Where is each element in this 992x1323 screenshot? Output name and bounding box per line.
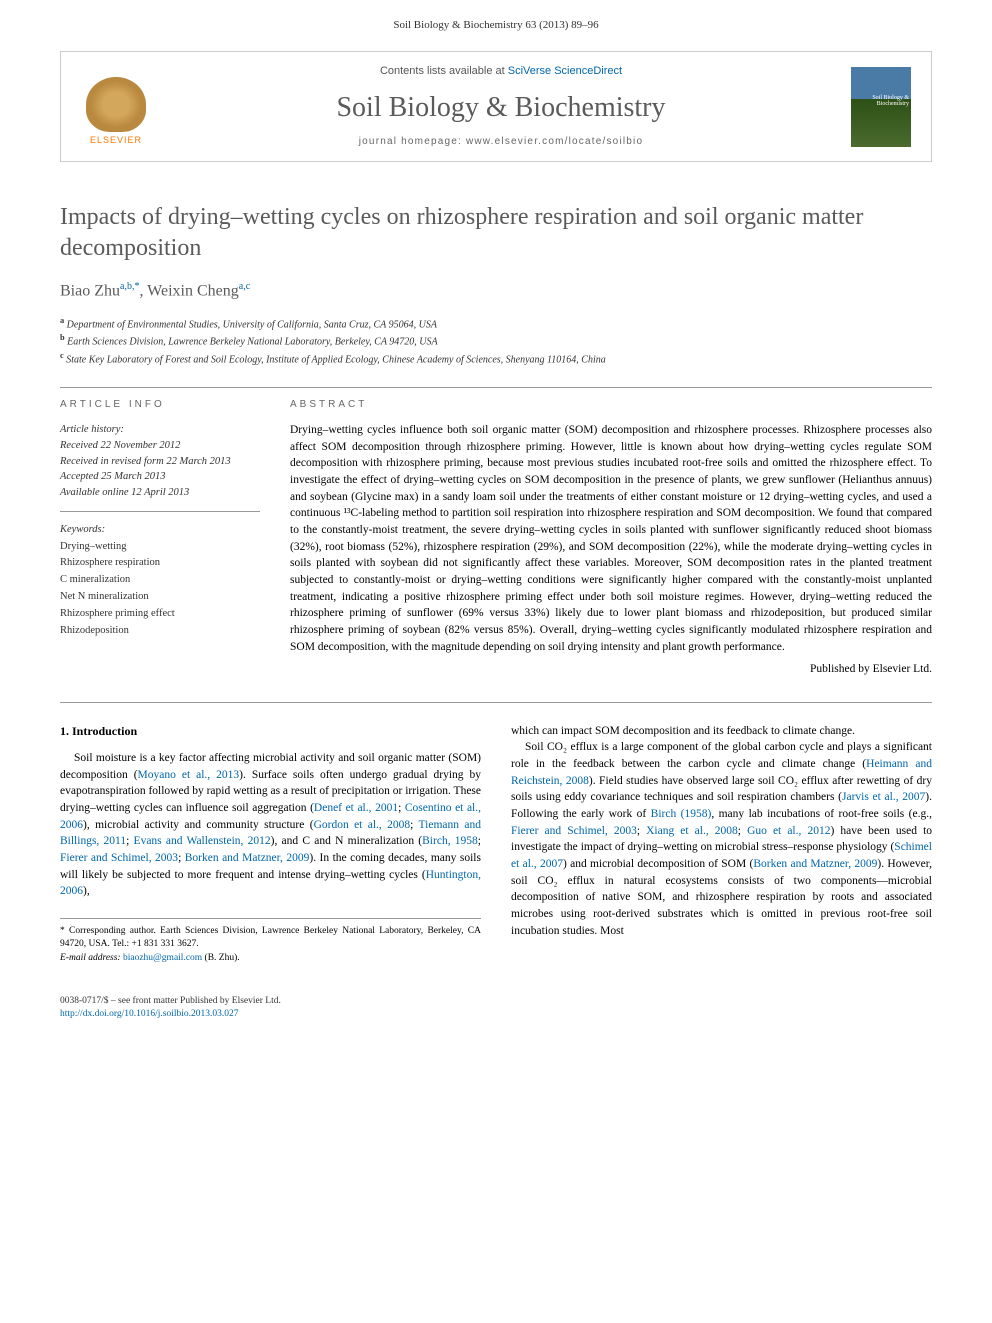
homepage-url[interactable]: www.elsevier.com/locate/soilbio bbox=[466, 136, 643, 147]
keywords-block: Keywords: Drying–wetting Rhizosphere res… bbox=[60, 522, 260, 640]
received-date: Received 22 November 2012 bbox=[60, 438, 260, 454]
keywords-label: Keywords: bbox=[60, 522, 260, 539]
corr-text: Corresponding author. Earth Sciences Div… bbox=[60, 926, 481, 949]
author-1-affil: a,b,* bbox=[120, 281, 139, 292]
intro-heading: 1. Introduction bbox=[60, 723, 481, 740]
divider bbox=[60, 387, 932, 388]
doi-line: http://dx.doi.org/10.1016/j.soilbio.2013… bbox=[60, 1008, 932, 1021]
keyword-item: Rhizodeposition bbox=[60, 623, 260, 640]
elsevier-logo[interactable]: ELSEVIER bbox=[81, 67, 151, 147]
intro-paragraph-1: Soil moisture is a key factor affecting … bbox=[60, 750, 481, 900]
ref-link[interactable]: Gordon et al., 2008 bbox=[314, 819, 411, 831]
article-info-heading: ARTICLE INFO bbox=[60, 398, 260, 412]
elsevier-label: ELSEVIER bbox=[90, 134, 142, 147]
intro-paragraph-2: Soil CO₂ efflux is a large component of … bbox=[511, 739, 932, 939]
info-abstract-row: ARTICLE INFO Article history: Received 2… bbox=[60, 398, 932, 678]
affiliations: a Department of Environmental Studies, U… bbox=[60, 315, 932, 367]
email-label: E-mail address: bbox=[60, 953, 123, 963]
ref-link[interactable]: Birch (1958) bbox=[651, 808, 712, 820]
revised-date: Received in revised form 22 March 2013 bbox=[60, 454, 260, 470]
author-1[interactable]: Biao Zhu bbox=[60, 283, 120, 300]
homepage-line: journal homepage: www.elsevier.com/locat… bbox=[151, 135, 851, 149]
doi-link[interactable]: http://dx.doi.org/10.1016/j.soilbio.2013… bbox=[60, 1009, 239, 1019]
author-2-affil: a,c bbox=[239, 281, 250, 292]
abstract-heading: ABSTRACT bbox=[290, 398, 932, 412]
ref-link[interactable]: Denef et al., 2001 bbox=[314, 802, 398, 814]
issn-line: 0038-0717/$ – see front matter Published… bbox=[60, 995, 932, 1008]
online-date: Available online 12 April 2013 bbox=[60, 485, 260, 501]
author-2[interactable]: Weixin Cheng bbox=[147, 283, 239, 300]
ref-link[interactable]: Borken and Matzner, 2009 bbox=[185, 852, 310, 864]
keyword-item: Rhizosphere respiration bbox=[60, 555, 260, 572]
article-body: Impacts of drying–wetting cycles on rhiz… bbox=[0, 182, 992, 985]
intro-paragraph-1-cont: which can impact SOM decomposition and i… bbox=[511, 723, 932, 740]
publisher-line: Published by Elsevier Ltd. bbox=[290, 661, 932, 677]
history-label: Article history: bbox=[60, 422, 260, 438]
article-title: Impacts of drying–wetting cycles on rhiz… bbox=[60, 202, 932, 264]
journal-banner: ELSEVIER Contents lists available at Sci… bbox=[60, 51, 932, 162]
accepted-date: Accepted 25 March 2013 bbox=[60, 469, 260, 485]
keyword-item: Net N mineralization bbox=[60, 589, 260, 606]
affiliation-b: b Earth Sciences Division, Lawrence Berk… bbox=[60, 332, 932, 349]
body-col-right: which can impact SOM decomposition and i… bbox=[511, 723, 932, 965]
journal-name: Soil Biology & Biochemistry bbox=[151, 88, 851, 127]
running-header: Soil Biology & Biochemistry 63 (2013) 89… bbox=[0, 0, 992, 41]
author-list: Biao Zhua,b,*, Weixin Chenga,c bbox=[60, 280, 932, 303]
banner-center: Contents lists available at SciVerse Sci… bbox=[151, 64, 851, 149]
ref-link[interactable]: Jarvis et al., 2007 bbox=[842, 791, 925, 803]
contents-available-line: Contents lists available at SciVerse Sci… bbox=[151, 64, 851, 79]
corresponding-author-footer: * Corresponding author. Earth Sciences D… bbox=[60, 918, 481, 965]
ref-link[interactable]: Birch, 1958 bbox=[422, 835, 478, 847]
ref-link[interactable]: Evans and Wallenstein, 2012 bbox=[134, 835, 271, 847]
keyword-item: C mineralization bbox=[60, 572, 260, 589]
cover-label: Soil Biology &Biochemistry bbox=[872, 95, 909, 108]
elsevier-tree-icon bbox=[86, 77, 146, 132]
ref-link[interactable]: Xiang et al., 2008 bbox=[646, 825, 738, 837]
abstract-column: ABSTRACT Drying–wetting cycles influence… bbox=[290, 398, 932, 678]
email-link[interactable]: biaozhu@gmail.com bbox=[123, 953, 202, 963]
article-history: Article history: Received 22 November 20… bbox=[60, 422, 260, 512]
keyword-item: Rhizosphere priming effect bbox=[60, 606, 260, 623]
page-footer: 0038-0717/$ – see front matter Published… bbox=[0, 985, 992, 1042]
ref-link[interactable]: Fierer and Schimel, 2003 bbox=[511, 825, 637, 837]
article-info-sidebar: ARTICLE INFO Article history: Received 2… bbox=[60, 398, 260, 678]
ref-link[interactable]: Borken and Matzner, 2009 bbox=[753, 858, 877, 870]
abstract-text: Drying–wetting cycles influence both soi… bbox=[290, 422, 932, 655]
sciencedirect-link[interactable]: SciVerse ScienceDirect bbox=[508, 65, 622, 77]
citation-text: Soil Biology & Biochemistry 63 (2013) 89… bbox=[393, 19, 598, 31]
body-columns: 1. Introduction Soil moisture is a key f… bbox=[60, 723, 932, 965]
affiliation-a: a Department of Environmental Studies, U… bbox=[60, 315, 932, 332]
divider bbox=[60, 702, 932, 703]
ref-link[interactable]: Moyano et al., 2013 bbox=[138, 769, 240, 781]
affiliation-c: c State Key Laboratory of Forest and Soi… bbox=[60, 350, 932, 367]
keyword-item: Drying–wetting bbox=[60, 539, 260, 556]
ref-link[interactable]: Fierer and Schimel, 2003 bbox=[60, 852, 178, 864]
journal-cover-thumbnail[interactable]: Soil Biology &Biochemistry bbox=[851, 67, 911, 147]
ref-link[interactable]: Guo et al., 2012 bbox=[747, 825, 830, 837]
body-col-left: 1. Introduction Soil moisture is a key f… bbox=[60, 723, 481, 965]
